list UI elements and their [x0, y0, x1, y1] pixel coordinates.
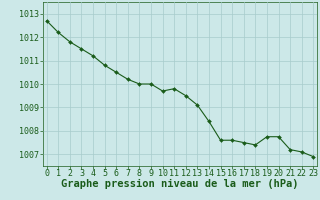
X-axis label: Graphe pression niveau de la mer (hPa): Graphe pression niveau de la mer (hPa) [61, 179, 299, 189]
